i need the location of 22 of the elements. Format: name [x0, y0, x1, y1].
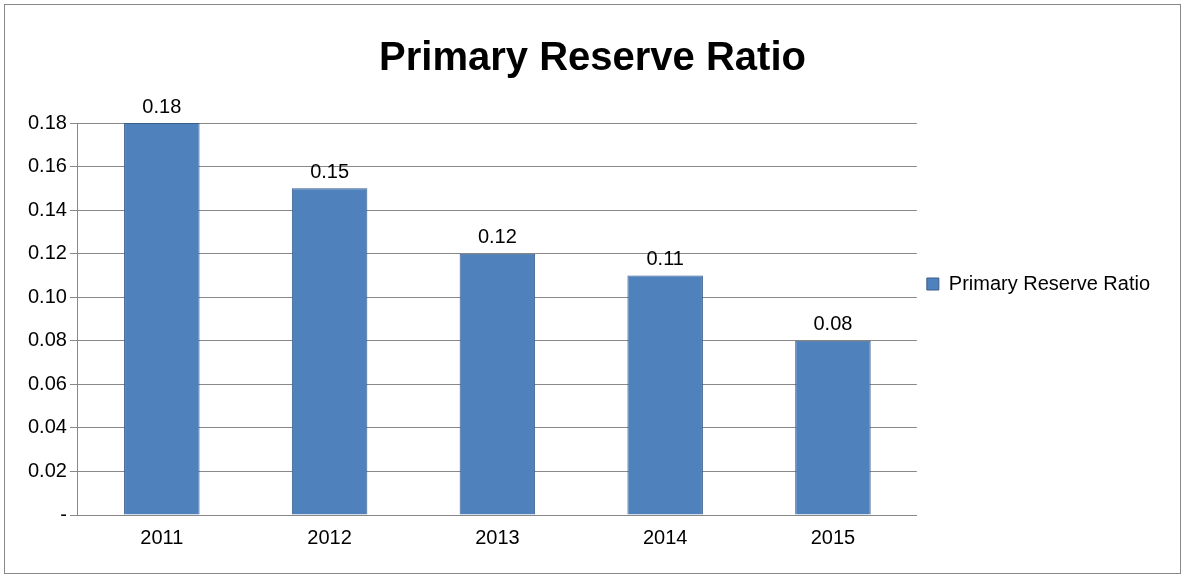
y-tick-label: - — [60, 502, 67, 525]
y-tick-label: 0.06 — [27, 371, 67, 394]
x-tick-label: 2015 — [810, 525, 856, 548]
y-tick-label: 0.14 — [27, 197, 67, 220]
y-tick-label: 0.12 — [27, 241, 67, 264]
y-tick-label: 0.16 — [27, 154, 67, 177]
data-label: 0.11 — [646, 246, 684, 269]
data-label: 0.18 — [142, 94, 182, 117]
y-tick-label: 0.02 — [27, 458, 67, 481]
y-tick-label: 0.08 — [27, 328, 67, 351]
y-tick-label: 0.18 — [27, 110, 67, 133]
x-tick-label: 2012 — [307, 525, 352, 548]
x-tick-label: 2013 — [475, 525, 520, 548]
data-label: 0.12 — [477, 225, 517, 248]
legend-label: Primary Reserve Ratio — [948, 271, 1151, 294]
y-tick-label: 0.10 — [27, 284, 67, 307]
data-label: 0.08 — [813, 312, 853, 335]
x-tick-label: 2011 — [140, 525, 184, 548]
x-tick-label: 2014 — [642, 525, 688, 548]
chart-title: Primary Reserve Ratio — [379, 34, 806, 79]
y-tick-label: 0.04 — [27, 415, 67, 438]
data-label: 0.15 — [310, 159, 350, 182]
